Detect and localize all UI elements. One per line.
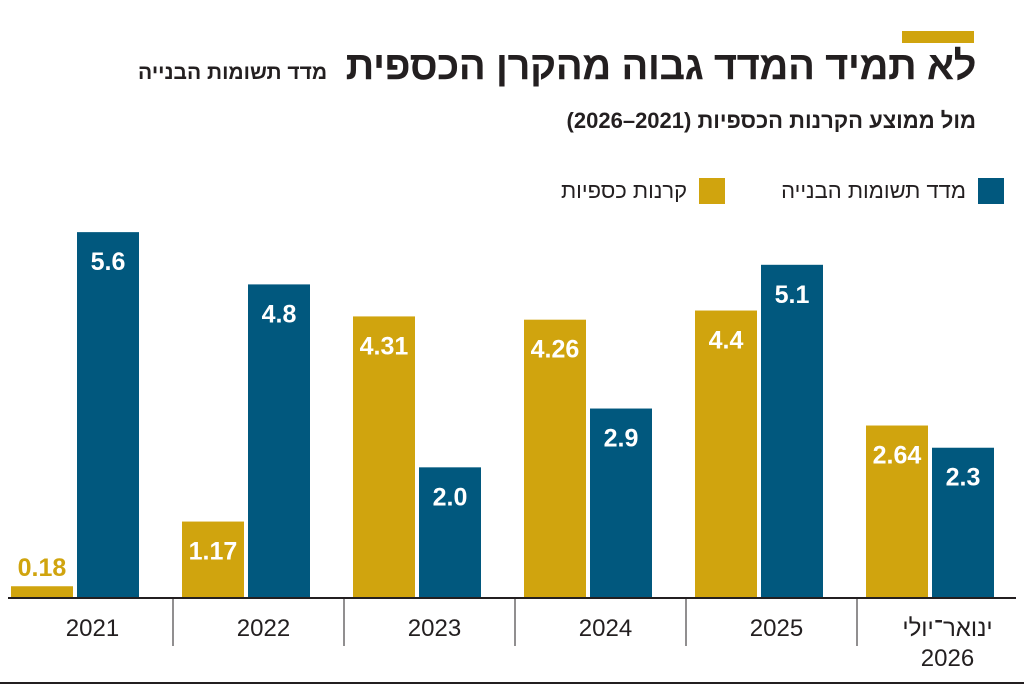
- legend-item-construction-index: מדד תשומות הבנייה: [781, 178, 1004, 204]
- x-tick-label-5-line-1: 2026: [921, 645, 974, 672]
- legend: מדד תשומות הבנייה קרנות כספיות: [561, 178, 1004, 204]
- bar-money-market-2: [353, 316, 415, 598]
- chart-subtitle: מול ממוצע הקרנות הכספיות (2021–2026): [566, 108, 976, 133]
- bottom-rule: [0, 682, 1024, 684]
- bar-construction-index-4: [761, 264, 823, 598]
- chart-title-tag: מדד תשומות הבנייה: [138, 61, 328, 84]
- header-accent-bar: [902, 31, 974, 43]
- data-label-money-market-2: 4.31: [360, 332, 409, 360]
- x-tick-label-0: 2021: [66, 615, 119, 642]
- legend-swatch-blue: [978, 178, 1004, 204]
- legend-swatch-gold: [699, 178, 726, 204]
- x-tick-label-5-line-0: ינואר־יולי: [902, 615, 992, 642]
- data-label-money-market-0: 0.18: [18, 554, 67, 582]
- chart-title: לא תמיד המדד גבוה מהקרן הכספית: [345, 44, 977, 88]
- data-label-construction-index-4: 5.1: [775, 281, 810, 309]
- x-tick-label-2: 2023: [408, 615, 461, 642]
- legend-item-money-market-funds: קרנות כספיות: [560, 178, 726, 204]
- bar-construction-index-5: [932, 447, 994, 598]
- data-label-money-market-1: 1.17: [189, 538, 238, 566]
- x-tick-label-3: 2024: [579, 615, 632, 642]
- bar-construction-index-3: [590, 408, 652, 598]
- data-label-money-market-4: 4.4: [709, 327, 744, 355]
- bar-money-market-4: [695, 310, 757, 598]
- data-label-construction-index-2: 2.0: [433, 483, 468, 511]
- bar-money-market-3: [524, 319, 586, 598]
- x-tick-label-4: 2025: [750, 615, 803, 642]
- bar-construction-index-2: [419, 467, 481, 598]
- legend-label-money-market-funds: קרנות כספיות: [560, 178, 688, 203]
- legend-label-construction-index: מדד תשומות הבנייה: [781, 178, 966, 203]
- title-row: לא תמיד המדד גבוה מהקרן הכספית מדד תשומו…: [138, 44, 976, 89]
- data-label-construction-index-0: 5.6: [91, 248, 126, 276]
- bar-construction-index-0: [77, 232, 139, 598]
- data-label-money-market-3: 4.26: [531, 336, 580, 364]
- data-label-construction-index-1: 4.8: [262, 300, 297, 328]
- data-label-money-market-5: 2.64: [873, 442, 922, 470]
- x-tick-label-1: 2022: [237, 615, 290, 642]
- bar-construction-index-1: [248, 284, 310, 598]
- data-label-construction-index-5: 2.3: [946, 464, 981, 492]
- bar-money-market-0: [11, 586, 73, 598]
- bar-money-market-1: [182, 521, 244, 598]
- bar-money-market-5: [866, 425, 928, 598]
- data-label-construction-index-3: 2.9: [604, 425, 639, 453]
